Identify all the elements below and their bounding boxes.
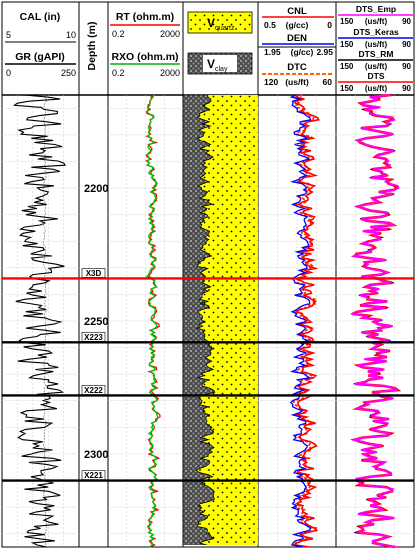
track-cal-gr-header: CAL (in) 5 10 GR (gAPI) 0 250 [5, 11, 76, 78]
quartz-legend-symbol: V [207, 16, 215, 30]
rt-curve-name: RT (ohm.m) [116, 11, 174, 23]
depth-tick-label: 2300 [84, 449, 108, 461]
gr-max: 250 [61, 68, 76, 78]
den-min: 1.95 [264, 47, 281, 57]
dtc-unit: (us/ft) [285, 77, 309, 87]
formation-top-label: X222 [84, 386, 103, 395]
formation-top-box [81, 385, 106, 395]
clay-volume-fill [183, 95, 216, 545]
cnl-curve-name: CNL [287, 6, 307, 17]
den-curve-name: DEN [287, 33, 307, 44]
quartz-legend-swatch [187, 11, 253, 34]
track-sonic-header: DTS_Emp 150 (us/ft) 90 DTS_Keras 150 (us… [338, 4, 413, 93]
dts-emp-curve [350, 94, 400, 548]
rt-min: 0.2 [112, 29, 125, 39]
depth-axis-label: Depth (m) [86, 22, 98, 71]
dts-emp-min: 150 [340, 17, 354, 26]
formation-top-label: X221 [84, 471, 103, 480]
dts-rm-max: 90 [402, 62, 411, 71]
dtc-max: 60 [323, 77, 333, 87]
dts-emp-unit: (us/ft) [365, 17, 388, 26]
quartz-legend-sub: quartz [215, 25, 235, 32]
formation-top-box [81, 268, 106, 278]
cnl-max: 0 [327, 20, 332, 30]
formation-top-label: X3D [86, 269, 102, 278]
formation-top-box [81, 470, 106, 480]
cal-curve [42, 94, 48, 548]
track-volume-header: V quartz V clay [187, 11, 253, 75]
track-resistivity-header: RT (ohm.m) 0.2 2000 RXO (ohm.m) 0.2 2000 [110, 11, 180, 78]
track-porosity-header: CNL 0.5 (g/cc) 0 DEN 1.95 (g/cc) 2.95 DT… [262, 6, 334, 87]
dtc-curve [290, 94, 320, 548]
dts-name: DTS [368, 71, 385, 81]
dts-keras-unit: (us/ft) [365, 40, 388, 49]
dts-emp-max: 90 [402, 17, 411, 26]
dts-keras-min: 150 [340, 40, 354, 49]
depth-tick-label: 2200 [84, 183, 108, 195]
cnl-unit: (g/cc) [286, 20, 309, 30]
cal-max: 10 [66, 30, 76, 40]
rxo-curve-name: RXO (ohm.m) [111, 51, 178, 63]
dts-max: 90 [402, 84, 411, 93]
dts-unit: (us/ft) [365, 84, 388, 93]
rt-max: 2000 [160, 29, 180, 39]
dts-rm-unit: (us/ft) [365, 62, 388, 71]
clay-legend-symbol: V [207, 57, 215, 71]
gr-min: 0 [6, 68, 11, 78]
cal-min: 5 [6, 30, 11, 40]
dts-rm-name: DTS_RM [359, 49, 394, 59]
formation-top-box [81, 331, 106, 342]
depth-tick-label: 2250 [84, 316, 108, 328]
cnl-min: 0.5 [264, 20, 276, 30]
dts-keras-name: DTS_Keras [353, 27, 399, 37]
gr-curve-name: GR (gAPI) [15, 51, 65, 63]
den-curve [289, 94, 312, 548]
rxo-max: 2000 [160, 68, 180, 78]
rxo-curve [145, 94, 159, 548]
den-unit: (g/cc) [291, 47, 314, 57]
cnl-curve [291, 94, 320, 548]
dtc-curve-name: DTC [287, 62, 307, 73]
dts-rm-min: 150 [340, 62, 354, 71]
formation-top-label: X223 [84, 333, 103, 342]
den-max: 2.95 [316, 47, 333, 57]
rxo-min: 0.2 [112, 68, 125, 78]
dts-emp-name: DTS_Emp [356, 4, 396, 14]
gr-curve [13, 94, 67, 548]
clay-legend-sub: clay [215, 66, 228, 73]
dts-min: 150 [340, 84, 354, 93]
dts-keras-max: 90 [402, 40, 411, 49]
cal-curve-name: CAL (in) [20, 11, 61, 23]
dtc-min: 120 [264, 77, 278, 87]
